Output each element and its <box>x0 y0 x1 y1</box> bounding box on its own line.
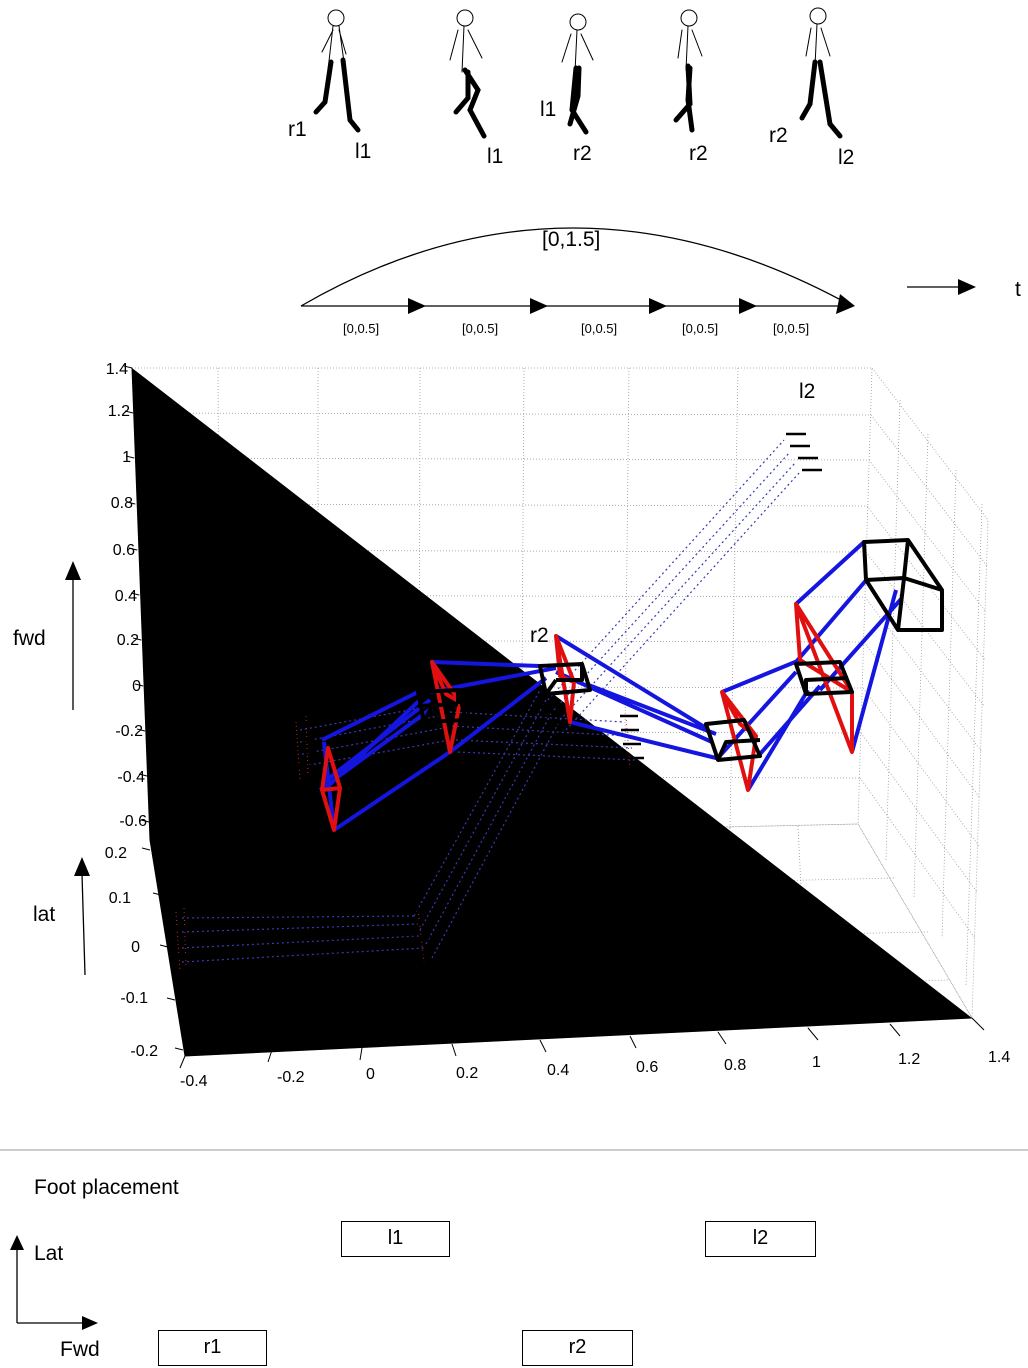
tick-label: -0.2 <box>115 723 143 740</box>
tick-label: 0.4 <box>547 1062 569 1079</box>
walker-label: r2 <box>689 142 708 165</box>
tick-label: 1 <box>812 1054 821 1071</box>
foot-box-r2: r2 <box>522 1330 633 1366</box>
walker-label: l2 <box>838 146 854 169</box>
point-label: r2 <box>530 624 549 647</box>
walker-label: l1 <box>355 140 371 163</box>
total-interval-arc <box>300 227 853 307</box>
segment-arrowhead <box>649 298 667 314</box>
fwd-arrowhead <box>65 561 81 580</box>
tick-label: 0.1 <box>109 890 131 907</box>
segment-interval-label: [0,0.5] <box>462 321 498 336</box>
tick-label: 0.6 <box>113 542 135 559</box>
tick-label: -0.6 <box>119 813 147 830</box>
tick-label: 1.4 <box>988 1049 1010 1066</box>
tick-label: 0.6 <box>636 1059 658 1076</box>
point-label: l2 <box>799 380 815 403</box>
foot-dash-marks <box>169 432 822 958</box>
lat-arrow <box>81 873 86 976</box>
walker-figure-3 <box>561 13 594 135</box>
fwd-axis-label: fwd <box>13 627 46 650</box>
tick-label: 1.2 <box>108 403 130 420</box>
segment-arrowhead <box>530 298 548 314</box>
foot-placement-title: Foot placement <box>34 1176 179 1199</box>
bottom-tick-labels: -0.4 -0.2 0 0.2 0.4 0.6 0.8 1 1.2 1.4 <box>180 1049 1010 1090</box>
walker-figure-1 <box>313 9 361 133</box>
tick-label: 0 <box>366 1066 375 1083</box>
tick-label: 0.2 <box>456 1065 478 1082</box>
segment-interval-label: [0,0.5] <box>343 321 379 336</box>
tick-label: -0.1 <box>120 990 148 1007</box>
walker-label: l1 <box>540 98 556 121</box>
point-label: r1 <box>181 862 200 885</box>
axis-arrows: fwd lat <box>13 561 90 976</box>
timeline: [0,1.5] [0,0.5] [0,0.5] [0,0.5] [0,0.5] … <box>300 227 1021 336</box>
foot-box-l2: l2 <box>705 1221 816 1257</box>
tick-label: 0.4 <box>115 588 137 605</box>
foot-box-r1: r1 <box>158 1330 267 1366</box>
lat-arrowhead <box>74 857 90 876</box>
lat-axis-label: lat <box>33 903 55 926</box>
walker-figure-5 <box>799 7 843 139</box>
walker-sequence <box>313 7 843 139</box>
segment-interval-label: [0,0.5] <box>773 321 809 336</box>
walker-label: r2 <box>769 124 788 147</box>
arc-arrowhead <box>836 294 855 314</box>
segment-interval-label: [0,0.5] <box>682 321 718 336</box>
tick-label: 0.8 <box>111 495 133 512</box>
total-interval-label: [0,1.5] <box>542 228 600 251</box>
walker-labels: r1 l1 l1 l1 r2 r2 r2 l2 <box>288 98 854 169</box>
tick-label: 0.2 <box>117 632 139 649</box>
tick-label: 0.2 <box>105 845 127 862</box>
tick-label: -0.4 <box>117 769 145 786</box>
walker-label: r1 <box>288 118 307 141</box>
tick-label: 0.8 <box>724 1057 746 1074</box>
segment-arrowhead <box>739 298 757 314</box>
plot-axes <box>123 365 985 1069</box>
time-label: t <box>1015 278 1021 301</box>
tick-label: -0.4 <box>180 1073 208 1090</box>
trajectory-frames <box>318 538 944 832</box>
time-arrowhead <box>958 279 976 295</box>
foot-placement-lat-label: Lat <box>34 1242 64 1265</box>
walker-figure-4 <box>673 9 703 133</box>
segment-interval-label: [0,0.5] <box>581 321 617 336</box>
walker-figure-2 <box>449 9 487 139</box>
tick-label: -0.2 <box>277 1069 305 1086</box>
dotted-links <box>181 439 801 963</box>
point-labels: l2 r2 l1 r1 <box>181 380 815 885</box>
segment-arrowhead <box>408 298 426 314</box>
foot-box-l1: l1 <box>341 1221 450 1257</box>
tick-label: 0 <box>132 678 141 695</box>
tick-label: 1.2 <box>898 1051 920 1068</box>
tick-label: 0 <box>131 939 140 956</box>
lat-tick-labels: 0.2 0.1 0 -0.1 -0.2 <box>105 845 158 1060</box>
plot-3d: 1.4 1.2 1 0.8 0.6 0.4 0.2 0 -0.2 -0.4 -0… <box>13 361 1010 1090</box>
foot-placement-axes <box>10 1235 98 1330</box>
vertical-tick-labels: 1.4 1.2 1 0.8 0.6 0.4 0.2 0 -0.2 -0.4 -0… <box>106 361 147 830</box>
walker-label: r2 <box>573 142 592 165</box>
walker-label: l1 <box>487 145 503 168</box>
tick-label: -0.2 <box>130 1043 158 1060</box>
tick-label: 1.4 <box>106 361 128 378</box>
point-label: l1 <box>310 669 326 692</box>
foot-placement-fwd-label: Fwd <box>60 1338 100 1361</box>
tick-label: 1 <box>122 449 131 466</box>
